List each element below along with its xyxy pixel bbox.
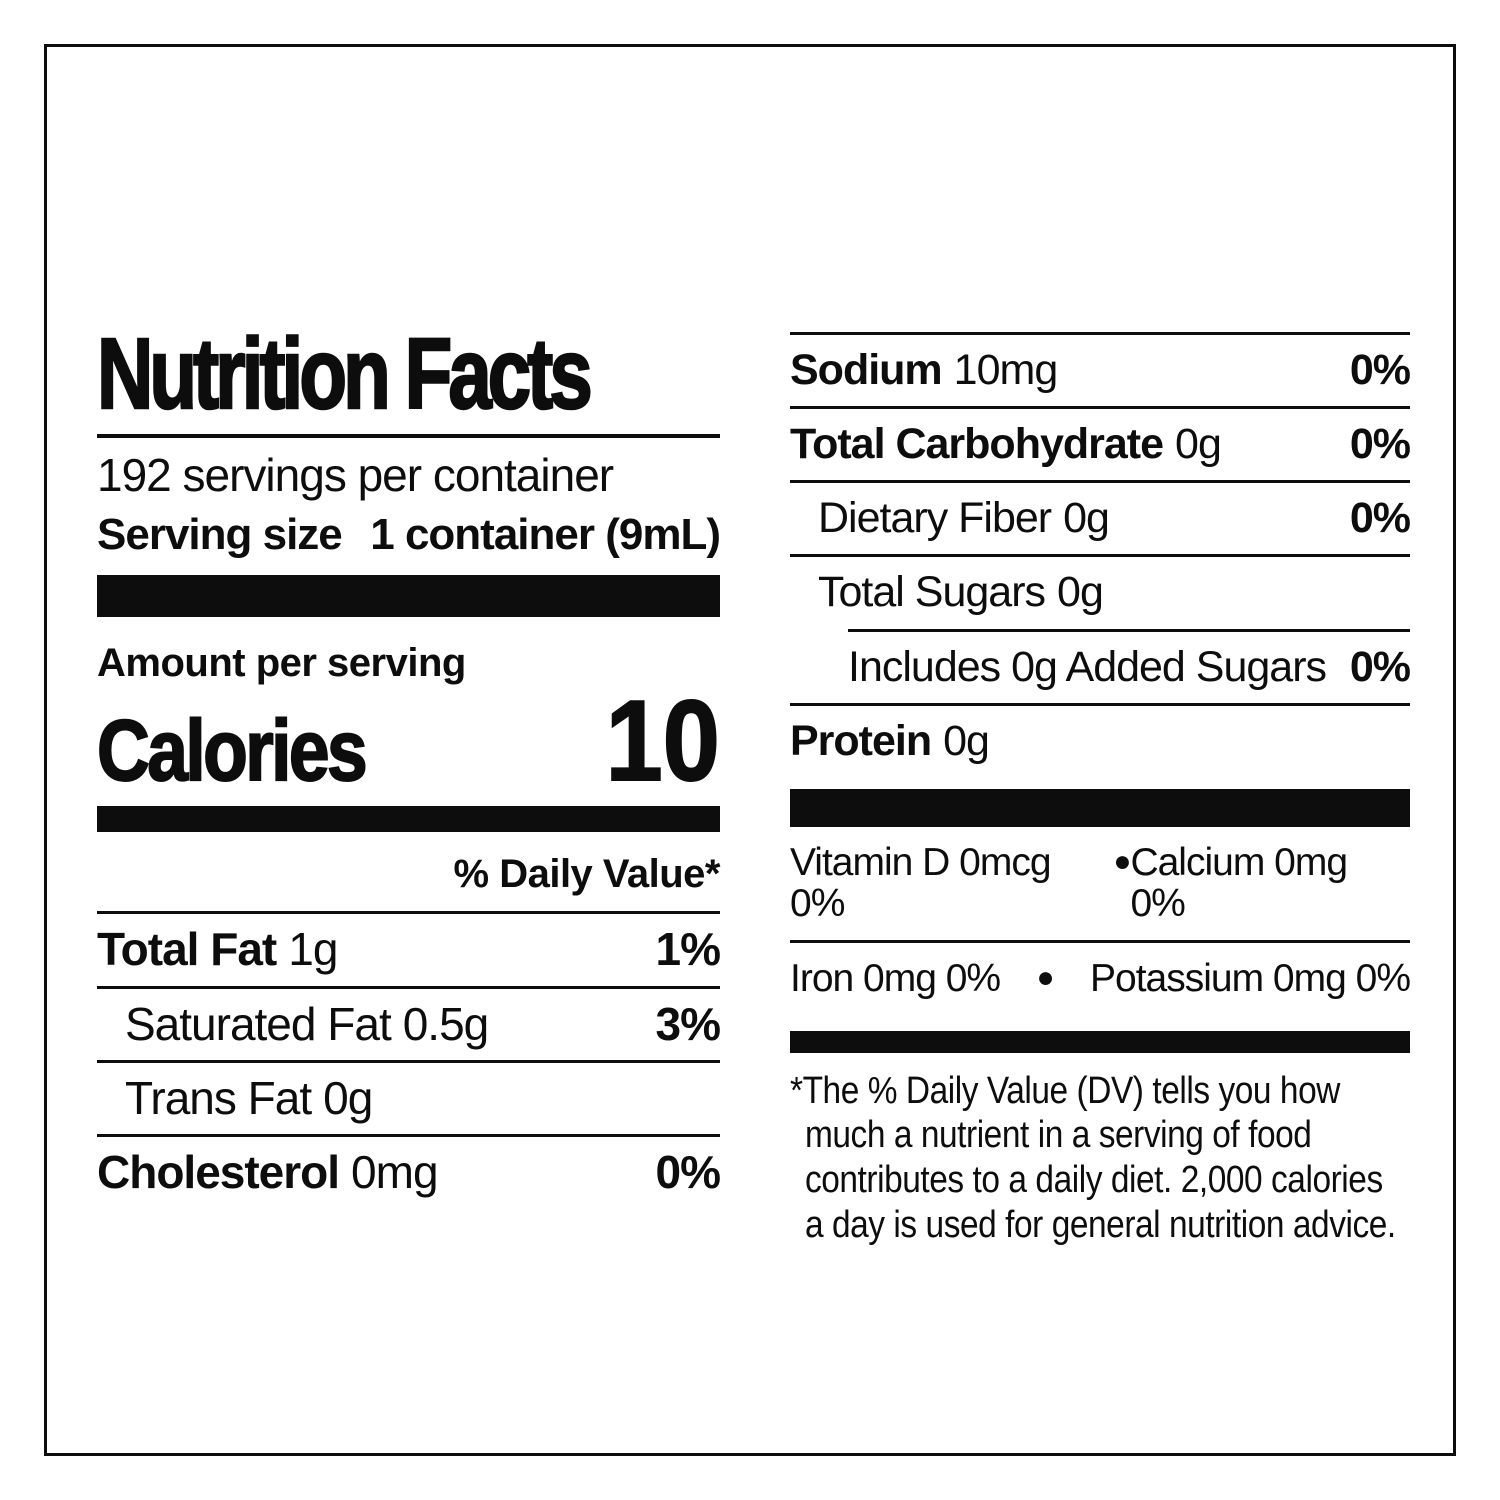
daily-value-header: % Daily Value* <box>453 852 721 897</box>
nutrient-name: Trans Fat <box>125 1071 312 1124</box>
nutrient-name: Cholesterol <box>97 1146 340 1199</box>
nutrient-name: Total Sugars <box>818 568 1046 617</box>
left-column: Nutrition Facts 192 servings per contain… <box>96 318 721 1208</box>
nutrient-name-amount: Saturated Fat 0.5g <box>97 997 490 1050</box>
amount-per-serving-label: Amount per serving <box>97 640 466 685</box>
nutrient-name: Total Fat <box>97 923 277 976</box>
micronutrient-left: Iron 0mg 0% <box>790 956 1001 1000</box>
nutrient-name: Saturated Fat <box>125 997 392 1050</box>
nutrient-name-amount: Total Fat 1g <box>97 923 338 976</box>
serving-size-row: Serving size 1 container (9mL) <box>97 509 721 559</box>
bullet-separator-icon: ● <box>1113 844 1131 878</box>
nutrient-name-amount: Sodium 10mg <box>790 346 1059 394</box>
micronutrient-divider-bar <box>790 1030 1410 1053</box>
daily-value: 0% <box>1349 642 1411 691</box>
protein-divider-bar <box>790 788 1410 827</box>
nutrient-amount: 0g <box>1057 568 1104 617</box>
nutrient-row-sodium: Sodium 10mg 0% <box>790 332 1411 406</box>
thick-divider-bar <box>97 574 720 617</box>
label-title: Nutrition Facts <box>96 318 594 430</box>
calories-label: Calories <box>96 702 368 799</box>
nutrient-row-saturated-fat: Saturated Fat 0.5g 3% <box>97 985 721 1060</box>
nutrient-amount: 0g <box>1063 494 1110 543</box>
nutrient-name-amount: Dietary Fiber 0g <box>790 494 1110 543</box>
nutrient-name: Total Carbohydrate <box>790 420 1164 469</box>
nutrient-name: Includes 0g Added Sugars <box>848 642 1327 691</box>
nutrient-name-amount: Includes 0g Added Sugars <box>848 642 1327 691</box>
nutrient-name-amount: Cholesterol 0mg <box>97 1146 439 1199</box>
nutrient-amount: 0.5g <box>402 997 490 1050</box>
micronutrient-left: Vitamin D 0mcg 0% <box>790 840 1052 925</box>
nutrient-row-cholesterol: Cholesterol 0mg 0% <box>97 1134 721 1208</box>
micronutrient-right: Potassium 0mg 0% <box>1090 956 1411 1000</box>
serving-size-label: Serving size <box>97 509 343 559</box>
daily-value: 3% <box>655 997 721 1050</box>
nutrient-amount: 0g <box>323 1071 373 1124</box>
calories-row: Calories 10 <box>96 677 721 805</box>
nutrient-name: Dietary Fiber <box>818 494 1052 543</box>
calories-value: 10 <box>605 677 721 805</box>
nutrient-amount: 0mg <box>351 1146 438 1199</box>
serving-size-value: 1 container (9mL) <box>370 509 721 559</box>
nutrient-amount: 1g <box>288 923 338 976</box>
daily-value: 1% <box>655 923 721 976</box>
nutrient-name: Protein <box>790 716 932 765</box>
micronutrient-row-vitamin-d-calcium: Vitamin D 0mcg 0% ● Calcium 0mg 0% <box>790 827 1410 940</box>
nutrient-name-amount: Trans Fat 0g <box>97 1071 373 1124</box>
nutrient-row-trans-fat: Trans Fat 0g <box>97 1059 720 1134</box>
servings-per-container: 192 servings per container <box>97 449 614 501</box>
nutrient-row-total-fat: Total Fat 1g 1% <box>97 911 721 985</box>
micronutrient-right: Calcium 0mg 0% <box>1130 840 1348 925</box>
nutrient-row-protein: Protein 0g <box>790 702 1410 777</box>
nutrient-amount: 0g <box>943 716 990 765</box>
nutrient-amount: 0g <box>1175 420 1222 469</box>
right-column: Sodium 10mg 0% Total Carbohydrate 0g 0% Di… <box>790 332 1411 1248</box>
nutrient-row-added-sugars: Includes 0g Added Sugars 0% <box>848 628 1411 703</box>
nutrient-row-total-sugars: Total Sugars 0g <box>790 554 1410 628</box>
nutrient-name-amount: Total Carbohydrate 0g <box>790 420 1222 469</box>
nutrient-row-total-carbohydrate: Total Carbohydrate 0g 0% <box>790 406 1411 480</box>
bullet-separator-icon: ● <box>1036 960 1055 994</box>
nutrient-name: Sodium <box>790 346 943 394</box>
daily-value: 0% <box>1349 346 1411 394</box>
micronutrient-row-iron-potassium: Iron 0mg 0% ● Potassium 0mg 0% <box>790 939 1411 1015</box>
daily-value: 0% <box>655 1146 721 1199</box>
nutrient-amount: 10mg <box>953 346 1059 394</box>
nutrient-name-amount: Protein 0g <box>790 716 990 765</box>
daily-value: 0% <box>1349 494 1411 543</box>
label-border-frame <box>44 44 1456 1456</box>
daily-value-footnote: *The % Daily Value (DV) tells you how mu… <box>790 1069 1396 1247</box>
title-divider <box>97 434 720 438</box>
calories-divider-bar <box>97 806 720 833</box>
nutrient-row-dietary-fiber: Dietary Fiber 0g 0% <box>790 480 1411 554</box>
nutrient-name-amount: Total Sugars 0g <box>790 568 1104 617</box>
daily-value: 0% <box>1349 420 1411 469</box>
